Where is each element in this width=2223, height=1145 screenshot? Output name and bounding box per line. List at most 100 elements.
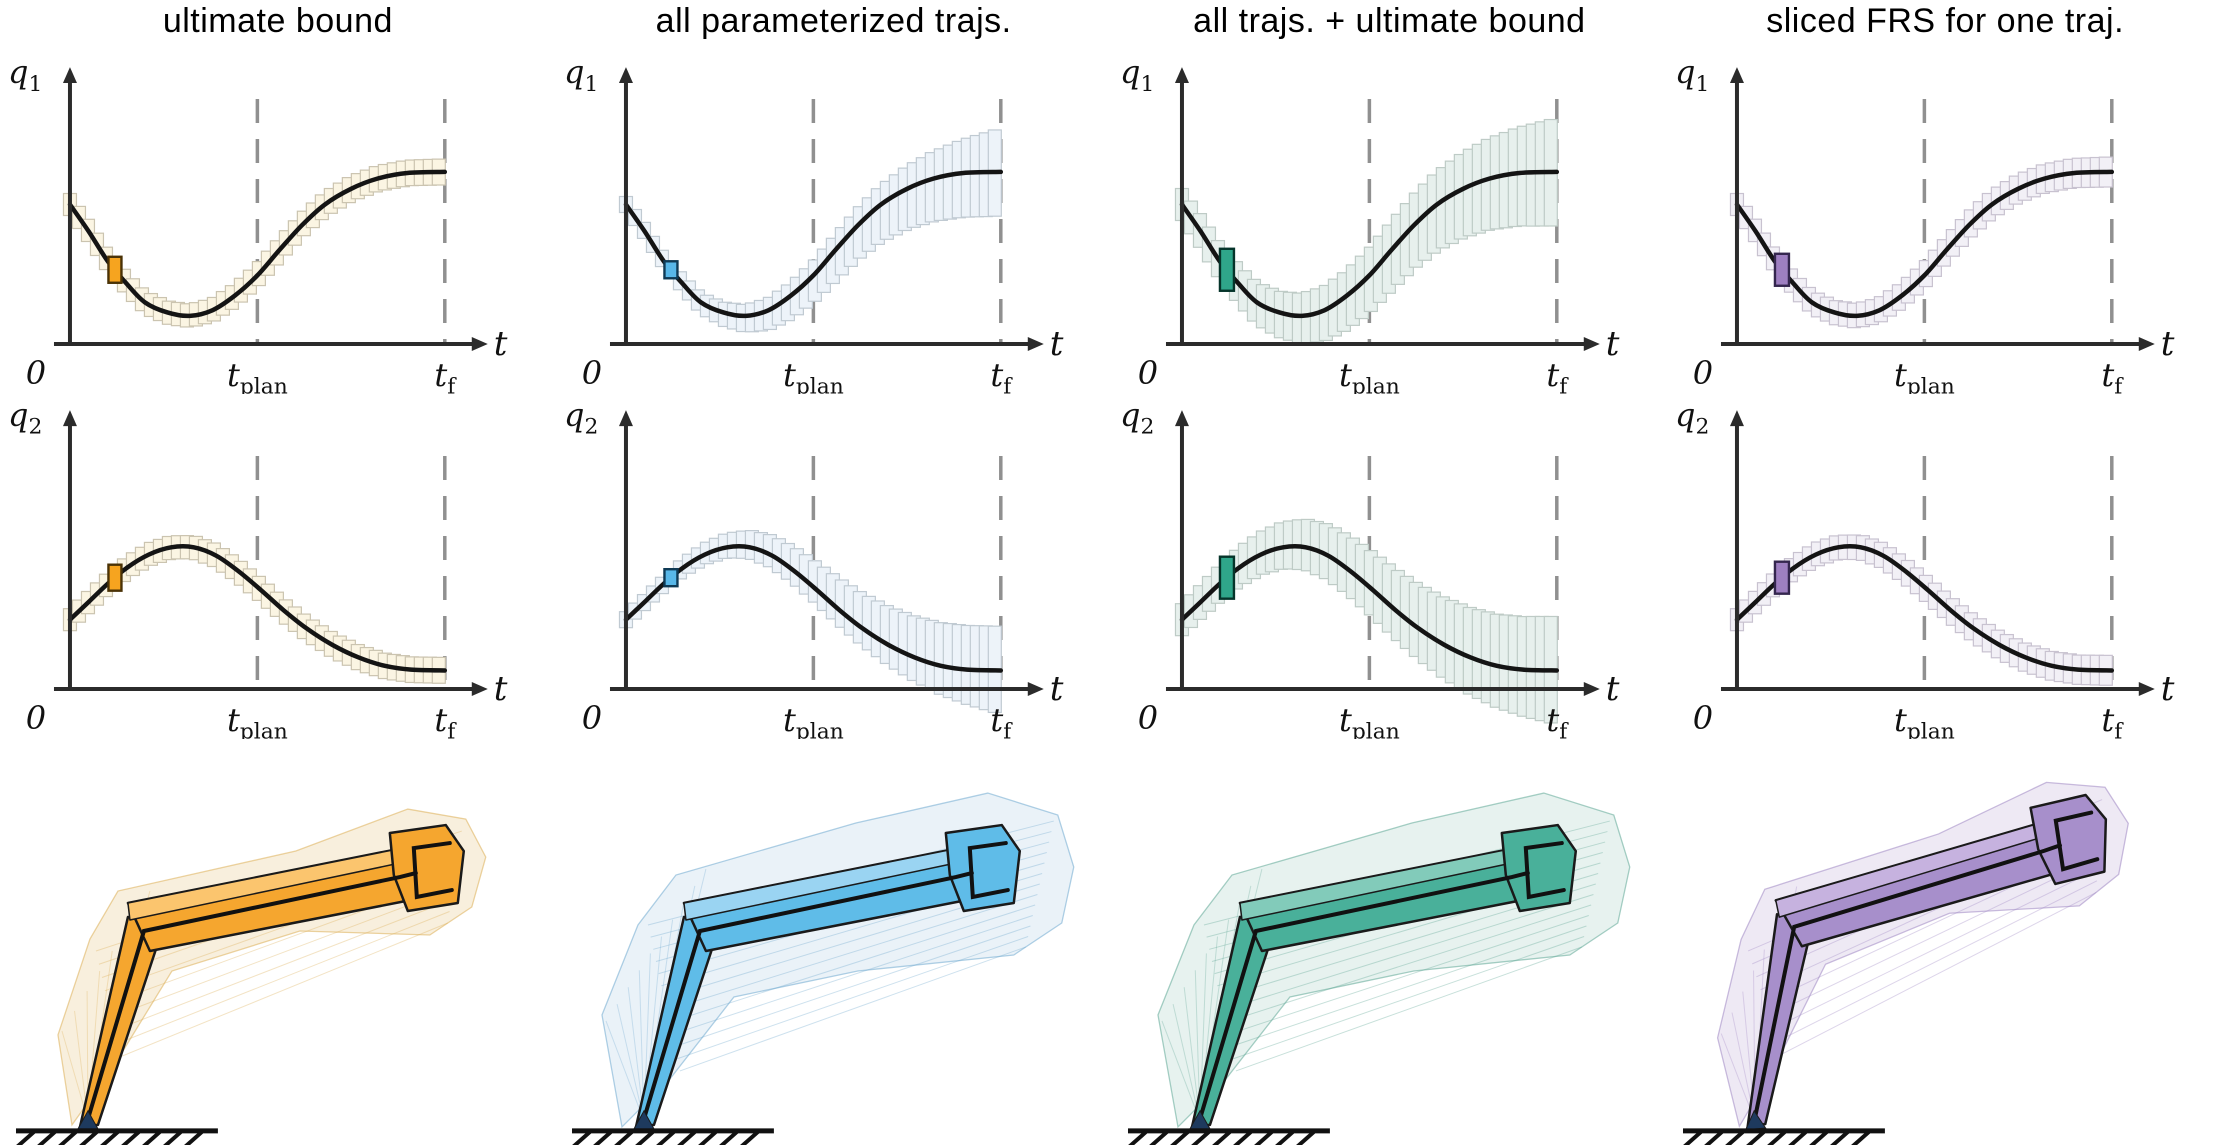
reachable-set-tube	[1730, 534, 2114, 686]
q2-axis-label: q2	[1119, 396, 1153, 440]
column-ultimate-bound: ultimate bound 0 tplan tf t q1 0 tplan tf t q2	[0, 0, 556, 1145]
reachable-set-tube	[62, 535, 446, 684]
t-axis-label: t	[1605, 324, 1619, 364]
y-axis-arrowhead	[1730, 67, 1745, 84]
t-f-label: tf	[2102, 701, 2125, 739]
reachable-set-tube	[1174, 118, 1558, 344]
y-axis-arrowhead	[1174, 67, 1189, 84]
origin-label: 0	[1693, 699, 1713, 737]
t-axis-label: t	[1050, 669, 1064, 709]
y-axis-arrowhead	[62, 410, 77, 427]
robot-arm-illustration	[1683, 781, 2130, 1145]
reachable-set-tube	[618, 129, 1002, 333]
t-f-label: tf	[2102, 356, 2125, 394]
gripper-line	[2053, 810, 2100, 872]
arm-skeleton	[1753, 810, 2100, 1121]
column-sliced-frs: sliced FRS for one traj. 0 tplan tf t q1 0 tp…	[1667, 0, 2223, 1145]
origin-label: 0	[582, 699, 602, 737]
origin-label: 0	[26, 699, 46, 737]
reachable-set-tube	[62, 158, 446, 328]
trajectory-time-slice-marker	[107, 563, 123, 592]
trajectory-time-slice-marker	[663, 260, 679, 280]
x-axis-arrowhead	[2139, 336, 2156, 351]
gripper-line	[967, 841, 1010, 900]
t-plan-label: tplan	[1338, 356, 1399, 394]
reachable-set-tube	[1174, 518, 1558, 724]
gripper-line	[1523, 841, 1566, 900]
y-axis-arrowhead	[1730, 410, 1745, 427]
t-axis-label: t	[494, 324, 508, 364]
robot-arm-illustration	[571, 792, 1075, 1145]
column-title: all parameterized trajs.	[655, 2, 1012, 40]
ground-hatching	[1127, 1128, 1330, 1145]
t-axis-label: t	[494, 669, 508, 709]
t-plan-label: tplan	[1894, 356, 1955, 394]
trajectory-time-slice-marker	[107, 255, 123, 284]
ground-hatching	[15, 1128, 218, 1145]
trajectory-time-slice-marker	[1774, 560, 1791, 595]
x-axis-arrowhead	[471, 336, 488, 351]
t-f-label: tf	[1546, 356, 1569, 394]
t-plan-label: tplan	[227, 356, 288, 394]
q2-axis-label: q2	[564, 396, 598, 440]
t-axis-label: t	[1605, 669, 1619, 709]
column-title: ultimate bound	[162, 2, 393, 40]
column-all-parameterized-trajs: all parameterized trajs. 0 tplan tf t q1 0 tp…	[556, 0, 1112, 1145]
t-axis-label: t	[2161, 324, 2175, 364]
trajectory-time-slice-marker	[663, 567, 679, 588]
t-plan-label: tplan	[783, 356, 844, 394]
trajectory-time-slice-marker	[1774, 252, 1791, 287]
robot-arm-illustration	[1127, 792, 1630, 1145]
q1-plot: 0 tplan tft q1	[8, 53, 508, 394]
t-f-label: tf	[990, 701, 1013, 739]
y-axis-arrowhead	[62, 67, 77, 84]
arm-skeleton	[85, 841, 454, 1121]
y-axis-arrowhead	[1174, 410, 1189, 427]
origin-label: 0	[1137, 354, 1157, 392]
origin-label: 0	[582, 354, 602, 392]
trajectory-time-slice-marker	[1218, 555, 1235, 600]
arm-skeleton	[1197, 841, 1566, 1121]
q1-plot: 0 tplan tft q1	[564, 53, 1064, 394]
origin-label: 0	[1137, 699, 1157, 737]
y-axis-arrowhead	[618, 410, 633, 427]
y-axis-arrowhead	[618, 67, 633, 84]
q1-axis-label: q1	[564, 53, 598, 97]
x-axis-arrowhead	[2139, 681, 2156, 696]
q2-plot: 0 tplan tft q2	[564, 396, 1064, 739]
column-title: all trajs. + ultimate bound	[1193, 2, 1586, 40]
t-axis-label: t	[1050, 324, 1064, 364]
origin-label: 0	[1693, 354, 1713, 392]
q1-axis-label: q1	[1675, 53, 1709, 97]
t-f-label: tf	[434, 356, 457, 394]
t-axis-label: t	[2161, 669, 2175, 709]
x-axis-arrowhead	[1027, 336, 1044, 351]
column-all-trajs-plus-ultimate-bound: all trajs. + ultimate bound 0 tplan tf t q1 …	[1112, 0, 1668, 1145]
ground-hatching	[571, 1128, 774, 1145]
reachable-set-tube	[618, 530, 1002, 714]
q2-axis-label: q2	[1675, 396, 1709, 440]
t-plan-label: tplan	[1338, 701, 1399, 739]
t-plan-label: tplan	[227, 701, 288, 739]
ground-hatching	[1683, 1128, 1886, 1145]
x-axis-arrowhead	[471, 681, 488, 696]
q2-axis-label: q2	[8, 396, 42, 440]
q2-plot: 0 tplan tft q2	[1675, 396, 2175, 739]
t-plan-label: tplan	[1894, 701, 1955, 739]
x-axis-arrowhead	[1583, 681, 1600, 696]
t-f-label: tf	[1546, 701, 1569, 739]
reachable-set-tube	[1730, 156, 2114, 329]
q2-plot: 0 tplan tft q2	[8, 396, 508, 739]
q1-axis-label: q1	[1119, 53, 1153, 97]
trajectory-time-slice-marker	[1218, 247, 1235, 292]
x-axis-arrowhead	[1027, 681, 1044, 696]
origin-label: 0	[26, 354, 46, 392]
x-axis-arrowhead	[1583, 336, 1600, 351]
column-title: sliced FRS for one traj.	[1766, 2, 2125, 40]
q1-plot: 0 tplan tft q1	[1675, 53, 2175, 394]
arm-skeleton	[641, 841, 1010, 1121]
t-f-label: tf	[990, 356, 1013, 394]
q1-plot: 0 tplan tft q1	[1119, 53, 1619, 394]
t-f-label: tf	[434, 701, 457, 739]
